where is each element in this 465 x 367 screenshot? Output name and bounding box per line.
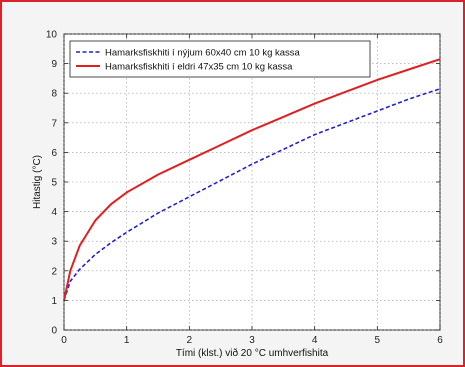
y-tick-label: 7 (51, 118, 57, 129)
y-tick-label: 5 (51, 178, 57, 189)
x-tick-label: 5 (375, 335, 381, 346)
legend-entry-new-box: Hamarksfiskhiti í nýjum 60x40 cm 10 kg k… (105, 48, 301, 59)
y-tick-label: 1 (51, 296, 57, 307)
grid-lines (63, 33, 441, 331)
x-tick-label: 3 (249, 335, 255, 346)
legend-entry-old-box: Hamarksfiskhiti í eldri 47x35 cm 10 kg k… (105, 62, 293, 73)
y-tick-label: 6 (51, 148, 57, 159)
x-tick-label: 0 (61, 335, 67, 346)
axis-ticks: 0 1 2 3 4 5 6 0 1 2 3 4 5 6 7 8 9 10 (46, 30, 443, 347)
legend: Hamarksfiskhiti í nýjum 60x40 cm 10 kg k… (69, 40, 371, 78)
x-tick-label: 2 (187, 335, 193, 346)
y-tick-label: 10 (46, 30, 58, 41)
series-line-new-box (63, 88, 441, 301)
x-tick-label: 6 (437, 335, 443, 346)
y-tick-label: 0 (51, 326, 57, 337)
x-tick-label: 1 (124, 335, 130, 346)
x-tick-label: 4 (312, 335, 318, 346)
y-axis-label: Hitastig (°C) (32, 155, 43, 209)
legend-box (69, 40, 371, 78)
series-line-old-box (63, 58, 441, 301)
y-tick-label: 9 (51, 59, 57, 70)
series-layer (63, 58, 441, 301)
y-tick-label: 3 (51, 237, 57, 248)
y-tick-label: 8 (51, 89, 57, 100)
y-tick-label: 4 (51, 207, 57, 218)
y-tick-label: 2 (51, 266, 57, 277)
x-axis-label: Tími (klst.) við 20 °C umhverfishita (176, 347, 329, 359)
